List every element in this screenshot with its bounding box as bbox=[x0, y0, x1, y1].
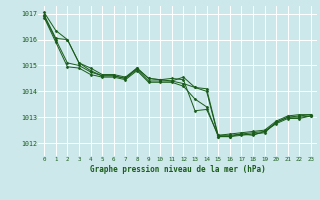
X-axis label: Graphe pression niveau de la mer (hPa): Graphe pression niveau de la mer (hPa) bbox=[90, 165, 266, 174]
